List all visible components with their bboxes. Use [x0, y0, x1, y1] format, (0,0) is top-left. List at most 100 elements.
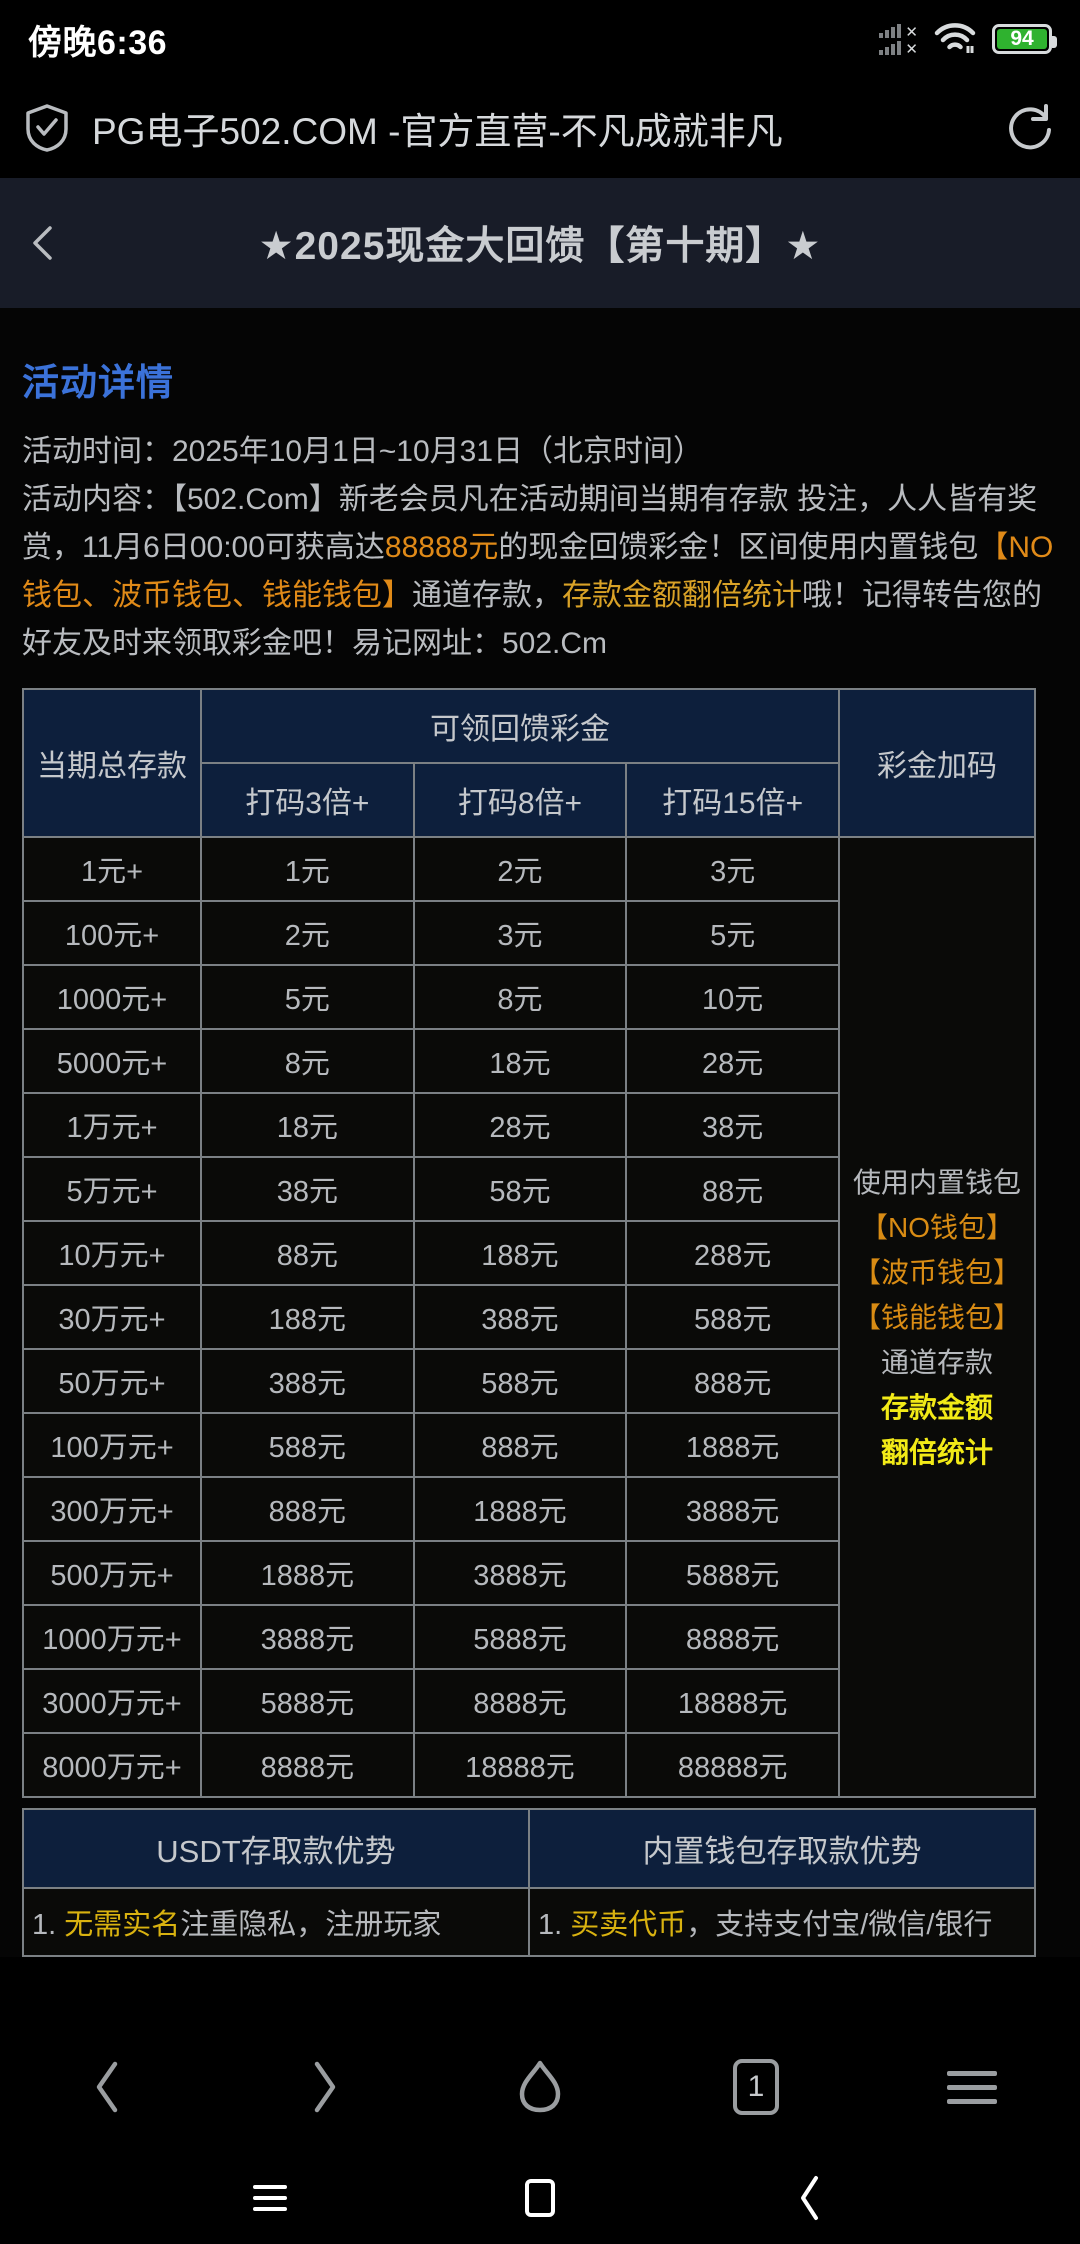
wallet-item-rest: ，支持支付宝/微信/银行 — [686, 1909, 993, 1941]
cell-x3: 588元 — [200, 1412, 415, 1478]
cell-x15: 3888元 — [625, 1476, 840, 1542]
browser-tabs-button[interactable]: 1 — [711, 2042, 801, 2132]
table-header-row-2: 打码3倍+ 打码8倍+ 打码15倍+ — [23, 762, 1035, 838]
browser-bottom-toolbar: 1 — [0, 2022, 1080, 2152]
table-row: 500万元+ 1888元 3888元 5888元 — [22, 1540, 1035, 1606]
table-header-row-1: 当期总存款 可领回馈彩金 彩金加码 — [22, 688, 1036, 838]
cell-deposit: 5000元+ — [22, 1028, 202, 1094]
browser-url-bar[interactable]: PG电子502.COM -官方直营-不凡成就非凡 — [0, 78, 1080, 178]
cell-x8: 388元 — [412, 1284, 628, 1350]
wallet-item-highlight: 买卖代币 — [570, 1909, 687, 1941]
cell-x8: 1888元 — [412, 1476, 628, 1542]
usdt-item-highlight: 无需实名 — [64, 1909, 181, 1941]
cell-x3: 5888元 — [200, 1668, 415, 1734]
cell-deposit: 1000万元+ — [22, 1604, 202, 1670]
content-mid: 的现金回馈彩金！区间使用内置钱包 — [498, 531, 979, 564]
page-content: 活动详情 活动时间：2025年10月1日~10月31日（北京时间） 活动内容：【… — [0, 308, 1080, 1957]
cell-x8: 888元 — [412, 1412, 628, 1478]
cell-x15: 88元 — [625, 1156, 840, 1222]
advantages-item-row: 1. 无需实名注重隐私，注册玩家 1. 买卖代币，支持支付宝/微信/银行 — [22, 1887, 1036, 1957]
table-row: 1元+ 1元 2元 3元 使用内置钱包 【NO钱包】 【波币钱包】 【钱能钱包】 通道存款 存款金… — [22, 836, 1036, 1798]
cell-deposit: 10万元+ — [22, 1220, 202, 1286]
content-tail: 哦！记得转告您的好友及时来领取彩金吧！易记网址：502.Cm — [22, 579, 1042, 660]
cell-deposit: 100元+ — [22, 900, 202, 966]
recents-icon[interactable] — [253, 2185, 287, 2211]
cell-x8: 2元 — [412, 836, 628, 902]
table-row: 5000元+ 8元 18元 28元 — [22, 1028, 1035, 1094]
cell-x8: 5888元 — [412, 1604, 628, 1670]
cell-deposit: 1万元+ — [22, 1092, 202, 1158]
cell-x8: 3元 — [412, 900, 628, 966]
table-row: 10万元+ 88元 188元 288元 — [22, 1220, 1035, 1286]
th-sub-x3: 打码3倍+ — [200, 762, 415, 838]
cell-x3: 38元 — [200, 1156, 415, 1222]
th-usdt-advantage: USDT存取款优势 — [22, 1808, 530, 1889]
td-usdt-item: 1. 无需实名注重隐私，注册玩家 — [22, 1887, 530, 1957]
table-row: 50万元+ 388元 588元 888元 — [22, 1348, 1035, 1414]
cell-x15: 18888元 — [625, 1668, 840, 1734]
cell-x3: 18元 — [200, 1092, 415, 1158]
bonus-table-head: 当期总存款 可领回馈彩金 彩金加码 打码3倍+ 打码8倍+ 打码15倍+ — [22, 688, 1036, 838]
table-row: 1000元+ 5元 8元 10元 — [22, 964, 1035, 1030]
table-row: 30万元+ 188元 388元 588元 — [22, 1284, 1035, 1350]
url-title-text[interactable]: PG电子502.COM -官方直营-不凡成就非凡 — [92, 111, 783, 152]
cell-x8: 28元 — [412, 1092, 628, 1158]
activity-content-paragraph: 活动内容：【502.Com】新老会员凡在活动期间当期有存款 投注，人人皆有奖赏，… — [22, 476, 1058, 668]
battery-percent: 94 — [1010, 27, 1034, 50]
cell-x8: 188元 — [412, 1220, 628, 1286]
chevron-left-icon[interactable] — [22, 221, 66, 265]
cell-x3: 8888元 — [200, 1732, 415, 1798]
advantages-header-row: USDT存取款优势 内置钱包存取款优势 — [22, 1808, 1036, 1889]
content-double-stat: 存款金额翻倍统计 — [562, 579, 802, 612]
cell-deposit: 50万元+ — [22, 1348, 202, 1414]
cell-x8: 58元 — [412, 1156, 628, 1222]
status-clock: 傍晚6:36 — [28, 23, 168, 62]
cell-x8: 3888元 — [412, 1540, 628, 1606]
browser-home-button[interactable] — [495, 2042, 585, 2132]
cell-deposit: 300万元+ — [22, 1476, 202, 1542]
cell-x3: 1元 — [200, 836, 415, 902]
activity-time-line: 活动时间：2025年10月1日~10月31日（北京时间） — [22, 435, 704, 468]
cell-x3: 88元 — [200, 1220, 415, 1286]
reload-icon[interactable] — [1004, 102, 1056, 154]
th-wallet-advantage: 内置钱包存取款优势 — [528, 1808, 1036, 1889]
th-deposit: 当期总存款 — [22, 688, 202, 838]
cell-x15: 888元 — [625, 1348, 840, 1414]
browser-back-button[interactable] — [63, 2042, 153, 2132]
wallet-item-num: 1. — [538, 1909, 563, 1941]
extra-bonus-line: 【钱能钱包】 — [852, 1301, 1021, 1333]
cell-x8: 588元 — [412, 1348, 628, 1414]
android-home-button[interactable] — [505, 2163, 575, 2233]
table-row: 1000万元+ 3888元 5888元 8888元 — [22, 1604, 1035, 1670]
table-row: 8000万元+ 8888元 18888元 88888元 — [22, 1732, 1035, 1798]
page-title: ★2025现金大回馈【第十期】★ — [258, 225, 822, 268]
cell-x15: 10元 — [625, 964, 840, 1030]
cell-deposit: 500万元+ — [22, 1540, 202, 1606]
section-title: 活动详情 — [22, 362, 174, 403]
content-amount: 88888元 — [384, 531, 499, 564]
usdt-item-num: 1. — [32, 1909, 57, 1941]
hamburger-icon[interactable] — [947, 2070, 997, 2104]
table-row: 1万元+ 18元 28元 38元 — [22, 1092, 1035, 1158]
cell-x8: 8888元 — [412, 1668, 628, 1734]
android-recents-button[interactable] — [235, 2163, 305, 2233]
cell-x15: 3元 — [625, 836, 840, 902]
cell-x3: 2元 — [200, 900, 415, 966]
android-back-button[interactable] — [775, 2163, 845, 2233]
home-square-icon[interactable] — [525, 2179, 555, 2217]
signal-icon: ✕ ✕ — [879, 23, 918, 57]
wifi-icon — [934, 23, 976, 55]
table-row: 100元+ 2元 3元 5元 — [22, 900, 1035, 966]
status-icons: ✕ ✕ 94 — [879, 23, 1057, 57]
tab-count-badge[interactable]: 1 — [733, 2059, 779, 2115]
th-sub-x15: 打码15倍+ — [625, 762, 840, 838]
th-extra: 彩金加码 — [838, 688, 1036, 838]
browser-forward-button[interactable] — [279, 2042, 369, 2132]
content-wallets: 【NO钱包、波币钱包、钱能钱包】 — [22, 531, 1054, 612]
td-wallet-item: 1. 买卖代币，支持支付宝/微信/银行 — [528, 1887, 1036, 1957]
table-row: 300万元+ 888元 1888元 3888元 — [22, 1476, 1035, 1542]
cell-x8: 18888元 — [412, 1732, 628, 1798]
cell-x15: 8888元 — [625, 1604, 840, 1670]
extra-bonus-line: 存款金额 — [880, 1391, 993, 1423]
browser-menu-button[interactable] — [927, 2042, 1017, 2132]
